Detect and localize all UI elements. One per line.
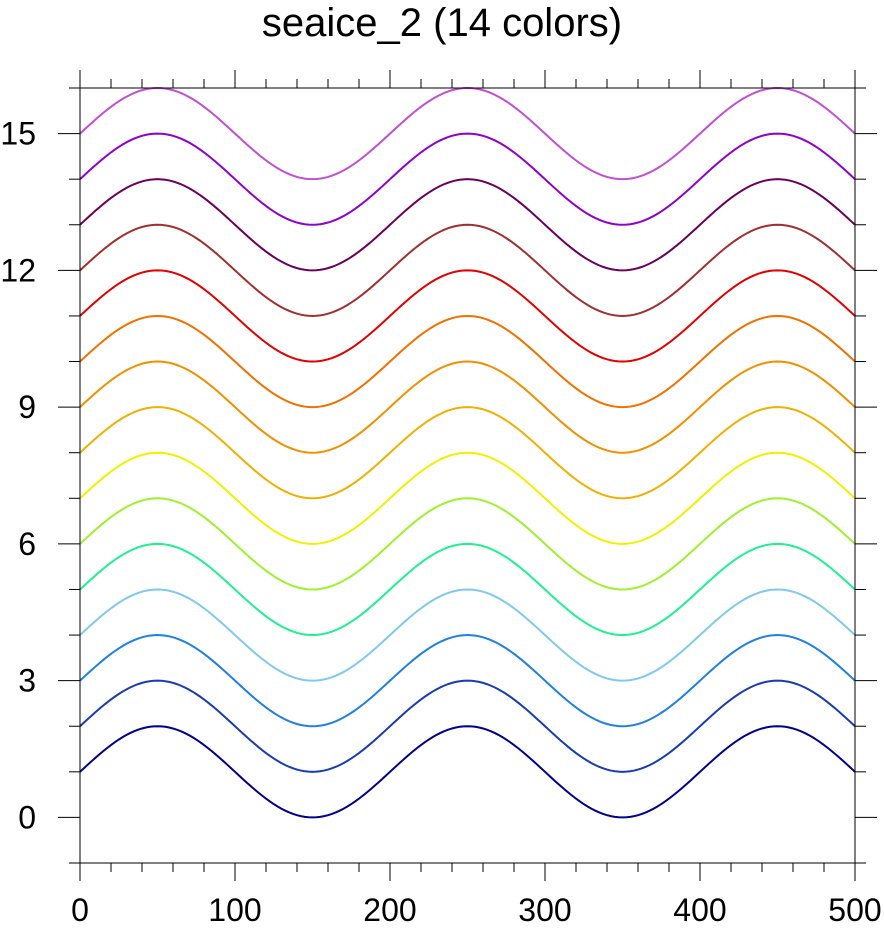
series-line-4	[79, 588, 856, 682]
series-line-8	[79, 406, 856, 500]
series-line-10	[79, 314, 856, 409]
x-tick-label: 400	[673, 892, 726, 928]
series-line-13	[79, 178, 856, 272]
y-tick-label: 6	[18, 526, 36, 562]
series-line-12	[79, 223, 856, 317]
y-tick-label: 15	[0, 116, 36, 152]
series-line-2	[79, 679, 856, 773]
series-line-6	[79, 497, 856, 591]
x-tick-label: 100	[208, 892, 261, 928]
y-tick-label: 0	[18, 799, 36, 835]
plot-frame	[79, 87, 856, 864]
series-line-14	[79, 132, 856, 226]
y-tick-label: 3	[18, 663, 36, 699]
x-tick-label: 200	[363, 892, 416, 928]
y-tick-label: 9	[18, 389, 36, 425]
axis-tick-labels: 0 100 200 300 400 500 0 3 6 9 12 15	[0, 116, 881, 928]
x-tick-label: 300	[518, 892, 571, 928]
series-line-1	[79, 725, 856, 819]
y-tick-label: 12	[0, 252, 36, 288]
series-lines	[79, 86, 856, 819]
series-line-5	[79, 542, 856, 637]
series-line-3	[79, 634, 856, 728]
series-line-7	[79, 451, 856, 545]
x-tick-label: 500	[828, 892, 881, 928]
chart-title: seaice_2 (14 colors)	[261, 1, 623, 45]
x-tick-label: 0	[71, 892, 89, 928]
series-line-11	[79, 269, 856, 363]
axis-ticks	[58, 70, 877, 881]
series-line-9	[79, 360, 856, 454]
